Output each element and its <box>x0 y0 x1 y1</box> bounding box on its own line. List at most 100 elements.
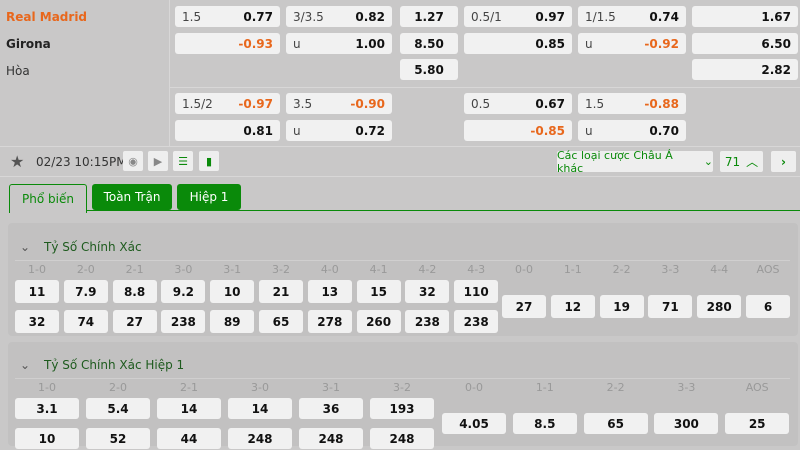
more-bets-dropdown[interactable]: Các loại cược Châu Á khác ⌄ <box>557 148 713 175</box>
score-label: 3-2 <box>393 381 411 394</box>
away-score-odds[interactable]: 65 <box>259 310 303 333</box>
odds-cell[interactable]: 1.67 <box>692 6 798 27</box>
odds-cell[interactable]: 0.81 <box>175 120 280 141</box>
odds-cell[interactable]: 1/1.5 0.74 <box>578 6 686 27</box>
stats-icon[interactable]: ▮ <box>199 151 219 171</box>
draw-score-odds[interactable]: 71 <box>648 295 693 318</box>
odds-value: 0.77 <box>243 9 273 24</box>
play-icon[interactable]: ▶ <box>148 151 168 171</box>
favorite-star-icon[interactable]: ★ <box>10 152 25 171</box>
odds-line: u <box>585 123 593 138</box>
away-score-odds[interactable]: 238 <box>454 310 499 333</box>
odds-cell[interactable]: 1.5 -0.88 <box>578 93 686 114</box>
lineup-icon[interactable]: ☰ <box>173 151 193 171</box>
away-score-odds[interactable]: 10 <box>15 428 79 449</box>
collapse-chevron-icon[interactable]: ⌄ <box>20 358 31 372</box>
away-score-odds[interactable]: 248 <box>299 428 363 449</box>
draw-score-odds[interactable]: 25 <box>725 413 790 434</box>
next-arrow-icon[interactable]: › <box>771 151 796 172</box>
section-title: Tỷ Số Chính Xác Hiệp 1 <box>44 358 185 372</box>
odds-cell[interactable]: 0.85 <box>464 33 572 54</box>
odds-line: 3.5 <box>293 96 313 111</box>
draw-score-odds[interactable]: 280 <box>697 295 742 318</box>
odds-cell[interactable]: u -0.92 <box>578 33 686 54</box>
odds-cell[interactable]: 1.5 0.77 <box>175 6 280 27</box>
draw-label: Hòa <box>6 64 30 78</box>
draw-score-odds[interactable]: 8.5 <box>512 413 577 434</box>
home-score-odds[interactable]: 7.9 <box>63 280 108 303</box>
odds-value: -0.97 <box>238 96 273 111</box>
odds-cell[interactable]: 8.50 <box>400 33 458 54</box>
odds-value: 8.50 <box>414 36 444 51</box>
draw-score-odds[interactable]: 6 <box>746 295 790 318</box>
odds-cell[interactable]: -0.85 <box>464 120 572 141</box>
odds-cell[interactable]: 3.5 -0.90 <box>286 93 392 114</box>
away-team: Girona <box>6 37 51 51</box>
collapse-button[interactable]: 71 ︿ <box>720 151 763 172</box>
draw-score-odds[interactable]: 19 <box>599 295 644 318</box>
odds-value: 6.50 <box>761 36 791 51</box>
odds-value: -0.92 <box>644 36 679 51</box>
collapse-chevron-icon[interactable]: ⌄ <box>20 240 31 254</box>
score-label: 2-1 <box>180 381 198 394</box>
draw-score-odds[interactable]: 12 <box>550 295 595 318</box>
home-score-odds[interactable]: 193 <box>370 398 434 419</box>
away-score-odds[interactable]: 52 <box>86 428 150 449</box>
tab-full-match[interactable]: Toàn Trận <box>92 184 172 210</box>
away-score-odds[interactable]: 27 <box>112 310 157 333</box>
odds-cell[interactable]: u 0.72 <box>286 120 392 141</box>
away-score-odds[interactable]: 248 <box>370 428 434 449</box>
stream-icon[interactable]: ◉ <box>123 151 143 171</box>
draw-score-odds[interactable]: 27 <box>502 295 546 318</box>
home-score-odds[interactable]: 11 <box>15 280 59 303</box>
home-score-odds[interactable]: 10 <box>210 280 255 303</box>
odds-cell[interactable]: 6.50 <box>692 33 798 54</box>
home-score-odds[interactable]: 36 <box>299 398 363 419</box>
score-label: 2-0 <box>76 263 95 276</box>
draw-score-odds[interactable]: 4.05 <box>442 413 506 434</box>
odds-cell[interactable]: 5.80 <box>400 59 458 80</box>
home-score-odds[interactable]: 9.2 <box>161 280 206 303</box>
home-score-odds[interactable]: 14 <box>228 398 292 419</box>
tab-first-half[interactable]: Hiệp 1 <box>177 184 241 210</box>
away-score-odds[interactable]: 238 <box>405 310 450 333</box>
odds-line: u <box>293 123 301 138</box>
away-score-odds[interactable]: 74 <box>63 310 108 333</box>
away-score-odds[interactable]: 260 <box>356 310 401 333</box>
odds-cell[interactable]: -0.93 <box>175 33 280 54</box>
away-score-odds[interactable]: 248 <box>228 428 292 449</box>
away-score-odds[interactable]: 238 <box>161 310 206 333</box>
home-score-odds[interactable]: 5.4 <box>86 398 150 419</box>
home-score-odds[interactable]: 21 <box>259 280 303 303</box>
home-score-odds[interactable]: 3.1 <box>15 398 79 419</box>
home-score-odds[interactable]: 8.8 <box>112 280 157 303</box>
away-score-odds[interactable]: 89 <box>210 310 255 333</box>
tab-popular[interactable]: Phổ biến <box>9 184 87 213</box>
home-score-odds[interactable]: 32 <box>405 280 450 303</box>
away-score-odds[interactable]: 32 <box>15 310 59 333</box>
score-label: 1-0 <box>38 381 56 394</box>
home-score-odds[interactable]: 15 <box>356 280 401 303</box>
odds-cell[interactable]: 3/3.5 0.82 <box>286 6 392 27</box>
odds-cell[interactable]: u 1.00 <box>286 33 392 54</box>
odds-value: -0.88 <box>644 96 679 111</box>
home-score-odds[interactable]: 14 <box>157 398 221 419</box>
home-score-odds[interactable]: 13 <box>307 280 352 303</box>
more-bets-label: Các loại cược Châu Á khác <box>557 148 673 175</box>
odds-cell[interactable]: u 0.70 <box>578 120 686 141</box>
score-label: 4-0 <box>320 263 339 276</box>
away-score-odds[interactable]: 44 <box>157 428 221 449</box>
draw-score-odds[interactable]: 65 <box>583 413 648 434</box>
odds-value: 5.80 <box>414 62 444 77</box>
score-label: 2-1 <box>125 263 144 276</box>
odds-cell[interactable]: 1.27 <box>400 6 458 27</box>
home-score-odds[interactable]: 110 <box>454 280 499 303</box>
odds-line: 1/1.5 <box>585 9 616 24</box>
odds-cell[interactable]: 0.5/1 0.97 <box>464 6 572 27</box>
odds-line: u <box>293 36 301 51</box>
draw-score-odds[interactable]: 300 <box>654 413 719 434</box>
away-score-odds[interactable]: 278 <box>307 310 352 333</box>
odds-cell[interactable]: 0.5 0.67 <box>464 93 572 114</box>
odds-cell[interactable]: 2.82 <box>692 59 798 80</box>
odds-cell[interactable]: 1.5/2 -0.97 <box>175 93 280 114</box>
